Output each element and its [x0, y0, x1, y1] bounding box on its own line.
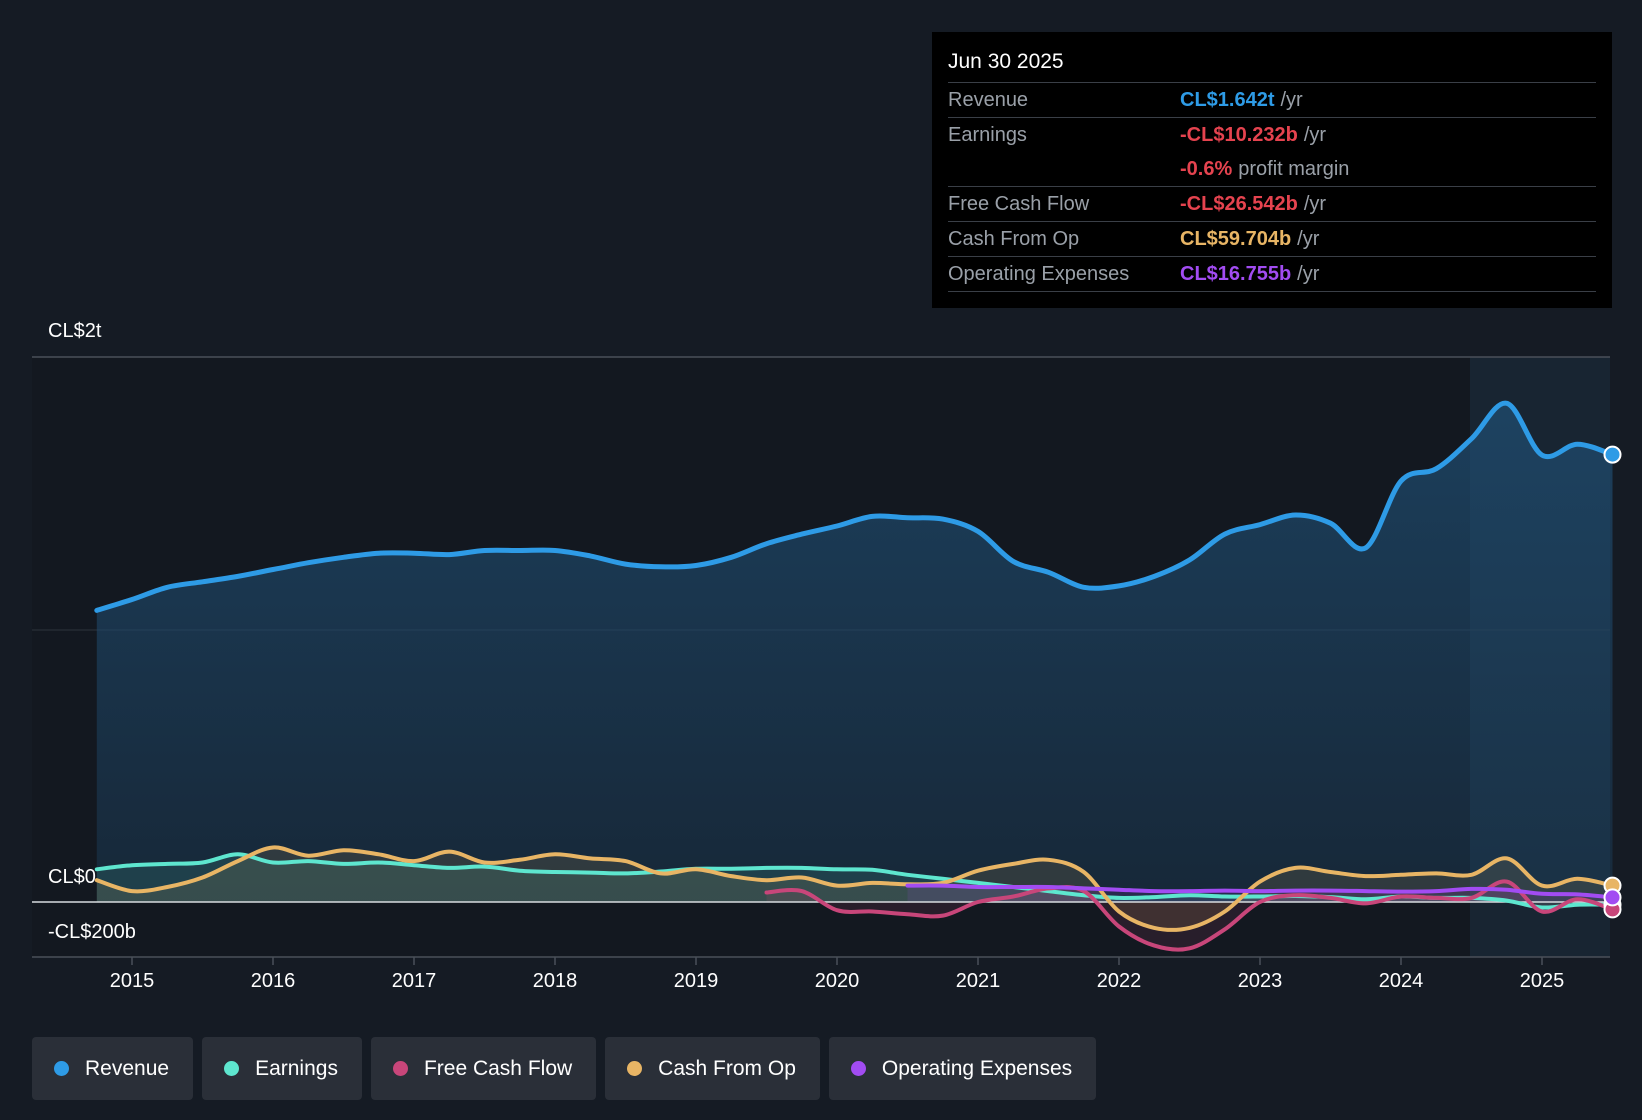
revenue-dot-icon	[54, 1061, 69, 1076]
revenue-endpoint[interactable]	[1603, 445, 1622, 464]
tooltip-value: CL$1.642t	[1180, 89, 1275, 111]
x-tick-label: 2016	[250, 970, 296, 992]
legend: Revenue Earnings Free Cash Flow Cash Fro…	[32, 1037, 1097, 1100]
x-tick-label: 2024	[1378, 970, 1424, 992]
tooltip-value: -CL$10.232b	[1180, 124, 1298, 146]
tooltip-row-cash-from-op: Cash From Op CL$59.704b /yr	[948, 222, 1596, 257]
cash-from-op-line[interactable]	[94, 845, 1615, 932]
operating-expenses-dot-icon	[850, 1061, 866, 1076]
x-tick-label: 2025	[1519, 970, 1565, 992]
earnings-dot-icon	[224, 1061, 240, 1076]
legend-item-free-cash-flow[interactable]: Free Cash Flow	[370, 1037, 597, 1100]
y-axis-top-label: CL$2t	[48, 320, 102, 342]
earnings-line[interactable]	[94, 852, 1615, 910]
tooltip-row-operating-expenses: Operating Expenses CL$16.755b /yr	[948, 257, 1596, 292]
revenue-area	[96, 403, 1613, 902]
tooltip-label: Free Cash Flow	[948, 193, 1090, 215]
legend-item-operating-expenses[interactable]: Operating Expenses	[828, 1037, 1097, 1100]
legend-item-revenue[interactable]: Revenue	[32, 1037, 194, 1100]
operating-expenses-endpoint[interactable]	[1603, 888, 1622, 907]
free-cash-flow-dot-icon	[392, 1061, 408, 1076]
tooltip-value: -CL$26.542b	[1180, 193, 1298, 215]
legend-label: Earnings	[255, 1056, 338, 1080]
y-axis-bottom-label: -CL$200b	[48, 921, 136, 943]
tooltip-row-profit-margin: -0.6% profit margin	[948, 152, 1596, 187]
tooltip-date: Jun 30 2025	[948, 32, 1596, 83]
legend-item-cash-from-op[interactable]: Cash From Op	[605, 1037, 820, 1100]
operating-expenses-line[interactable]	[905, 883, 1615, 900]
tooltip-row-free-cash-flow: Free Cash Flow -CL$26.542b /yr	[948, 187, 1596, 222]
tooltip-value: CL$16.755b	[1180, 263, 1292, 285]
x-tick-label: 2022	[1096, 970, 1142, 992]
x-tick-label: 2019	[673, 970, 719, 992]
tooltip-label: Revenue	[948, 89, 1029, 111]
tooltip-value: -0.6%	[1180, 158, 1233, 180]
x-tick-label: 2018	[532, 970, 578, 992]
revenue-line[interactable]	[94, 400, 1615, 613]
tooltip-label	[948, 152, 1180, 186]
legend-label: Free Cash Flow	[423, 1056, 573, 1080]
tooltip-label: Earnings	[948, 124, 1027, 146]
legend-label: Cash From Op	[658, 1056, 796, 1080]
legend-label: Revenue	[85, 1056, 170, 1080]
tooltip-label: Cash From Op	[948, 228, 1080, 250]
tooltip-unit: /yr	[1297, 263, 1320, 285]
tooltip-unit: /yr	[1297, 228, 1320, 250]
x-tick-label: 2023	[1237, 970, 1283, 992]
tooltip-row-earnings: Earnings -CL$10.232b /yr	[948, 118, 1596, 152]
tooltip-value: CL$59.704b	[1180, 228, 1292, 250]
legend-item-earnings[interactable]: Earnings	[202, 1037, 362, 1100]
x-tick-label: 2020	[814, 970, 860, 992]
x-tick-label: 2017	[391, 970, 437, 992]
tooltip-unit: /yr	[1303, 124, 1327, 146]
tooltip-row-revenue: Revenue CL$1.642t /yr	[948, 83, 1596, 118]
x-tick-label: 2015	[109, 970, 155, 992]
legend-label: Operating Expenses	[881, 1056, 1073, 1080]
free-cash-flow-line[interactable]	[764, 879, 1615, 952]
tooltip-unit: profit margin	[1238, 158, 1350, 180]
tooltip-label: Operating Expenses	[948, 263, 1130, 285]
data-tooltip: Jun 30 2025 Revenue CL$1.642t /yr Earnin…	[932, 32, 1612, 308]
tooltip-unit: /yr	[1303, 193, 1327, 215]
x-tick-label: 2021	[955, 970, 1001, 992]
cash-from-op-dot-icon	[627, 1061, 643, 1076]
tooltip-unit: /yr	[1280, 89, 1303, 111]
y-axis-zero-label: CL$0	[48, 866, 96, 888]
